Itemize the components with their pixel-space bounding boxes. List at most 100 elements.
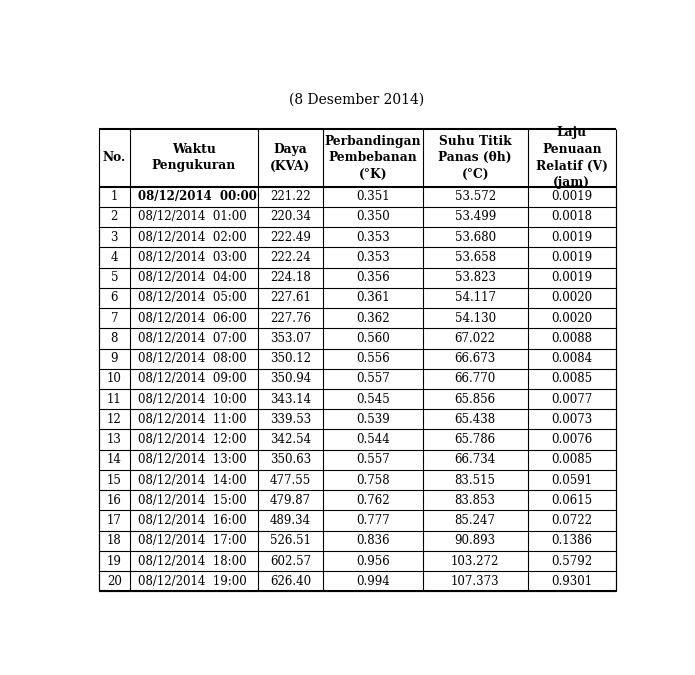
Text: 0.0077: 0.0077 <box>551 393 592 406</box>
Text: 221.22: 221.22 <box>270 190 311 203</box>
Text: 0.0020: 0.0020 <box>551 312 592 325</box>
Text: 0.1386: 0.1386 <box>551 535 592 547</box>
Text: 0.0019: 0.0019 <box>551 231 592 244</box>
Text: 0.9301: 0.9301 <box>551 575 592 588</box>
Text: 103.272: 103.272 <box>451 555 500 568</box>
Text: 526.51: 526.51 <box>270 535 311 547</box>
Text: 14: 14 <box>107 454 122 466</box>
Text: 20: 20 <box>107 575 122 588</box>
Text: No.: No. <box>103 151 126 164</box>
Text: Perbandingan
Pembebanan
(°K): Perbandingan Pembebanan (°K) <box>325 135 421 181</box>
Text: 0.0615: 0.0615 <box>551 494 592 507</box>
Text: 477.55: 477.55 <box>270 474 311 487</box>
Text: 08/12/2014  13:00: 08/12/2014 13:00 <box>138 454 247 466</box>
Text: 0.353: 0.353 <box>356 231 390 244</box>
Text: 0.0020: 0.0020 <box>551 292 592 304</box>
Text: 65.438: 65.438 <box>455 413 496 426</box>
Text: 0.356: 0.356 <box>356 271 390 284</box>
Text: 65.856: 65.856 <box>455 393 496 406</box>
Text: 0.0085: 0.0085 <box>551 454 592 466</box>
Text: 0.560: 0.560 <box>356 332 390 345</box>
Text: 67.022: 67.022 <box>455 332 496 345</box>
Text: 0.350: 0.350 <box>356 211 390 223</box>
Text: 3: 3 <box>111 231 118 244</box>
Text: 19: 19 <box>107 555 122 568</box>
Text: Laju
Penuaan
Relatif (V)
(jam): Laju Penuaan Relatif (V) (jam) <box>536 126 607 189</box>
Text: 0.362: 0.362 <box>356 312 390 325</box>
Text: 224.18: 224.18 <box>270 271 311 284</box>
Text: 0.556: 0.556 <box>356 352 390 365</box>
Text: 08/12/2014  18:00: 08/12/2014 18:00 <box>138 555 246 568</box>
Text: 343.14: 343.14 <box>270 393 311 406</box>
Text: 0.539: 0.539 <box>356 413 390 426</box>
Text: 350.12: 350.12 <box>270 352 311 365</box>
Text: 602.57: 602.57 <box>270 555 311 568</box>
Text: 15: 15 <box>107 474 122 487</box>
Text: 0.5792: 0.5792 <box>551 555 592 568</box>
Text: 1: 1 <box>111 190 118 203</box>
Text: (8 Desember 2014): (8 Desember 2014) <box>288 92 424 106</box>
Text: 0.361: 0.361 <box>356 292 390 304</box>
Text: 7: 7 <box>111 312 118 325</box>
Text: 53.572: 53.572 <box>455 190 496 203</box>
Text: 353.07: 353.07 <box>270 332 311 345</box>
Text: 11: 11 <box>107 393 122 406</box>
Text: 0.836: 0.836 <box>356 535 390 547</box>
Text: 53.499: 53.499 <box>455 211 496 223</box>
Text: 4: 4 <box>111 251 118 264</box>
Text: 0.0019: 0.0019 <box>551 190 592 203</box>
Text: 0.0084: 0.0084 <box>551 352 592 365</box>
Text: 5: 5 <box>111 271 118 284</box>
Text: 222.24: 222.24 <box>270 251 311 264</box>
Text: 350.94: 350.94 <box>270 373 311 385</box>
Text: Daya
(KVA): Daya (KVA) <box>270 143 311 173</box>
Text: 54.130: 54.130 <box>455 312 496 325</box>
Text: 479.87: 479.87 <box>270 494 311 507</box>
Text: 0.0591: 0.0591 <box>551 474 592 487</box>
Text: 0.557: 0.557 <box>356 454 390 466</box>
Text: 08/12/2014  05:00: 08/12/2014 05:00 <box>138 292 247 304</box>
Text: 0.0085: 0.0085 <box>551 373 592 385</box>
Text: 0.353: 0.353 <box>356 251 390 264</box>
Text: 53.823: 53.823 <box>455 271 496 284</box>
Text: 90.893: 90.893 <box>455 535 496 547</box>
Text: 339.53: 339.53 <box>270 413 311 426</box>
Text: 08/12/2014  08:00: 08/12/2014 08:00 <box>138 352 247 365</box>
Text: 220.34: 220.34 <box>270 211 311 223</box>
Text: 350.63: 350.63 <box>270 454 311 466</box>
Text: 107.373: 107.373 <box>451 575 500 588</box>
Text: 0.544: 0.544 <box>356 433 390 446</box>
Text: 08/12/2014  12:00: 08/12/2014 12:00 <box>138 433 246 446</box>
Text: 0.545: 0.545 <box>356 393 390 406</box>
Text: 10: 10 <box>107 373 122 385</box>
Text: 65.786: 65.786 <box>455 433 496 446</box>
Text: 08/12/2014  03:00: 08/12/2014 03:00 <box>138 251 247 264</box>
Text: 626.40: 626.40 <box>270 575 311 588</box>
Text: 08/12/2014  16:00: 08/12/2014 16:00 <box>138 514 247 527</box>
Text: 08/12/2014  00:00: 08/12/2014 00:00 <box>138 190 256 203</box>
Text: 222.49: 222.49 <box>270 231 311 244</box>
Text: 08/12/2014  04:00: 08/12/2014 04:00 <box>138 271 247 284</box>
Text: 0.0088: 0.0088 <box>551 332 592 345</box>
Text: 66.734: 66.734 <box>455 454 496 466</box>
Text: 0.351: 0.351 <box>356 190 390 203</box>
Text: 08/12/2014  11:00: 08/12/2014 11:00 <box>138 413 246 426</box>
Text: 8: 8 <box>111 332 118 345</box>
Text: 08/12/2014  17:00: 08/12/2014 17:00 <box>138 535 247 547</box>
Text: 66.673: 66.673 <box>455 352 496 365</box>
Text: 489.34: 489.34 <box>270 514 311 527</box>
Text: 66.770: 66.770 <box>455 373 496 385</box>
Text: Suhu Titik
Panas (θh)
(°C): Suhu Titik Panas (θh) (°C) <box>439 135 512 181</box>
Text: 13: 13 <box>107 433 122 446</box>
Text: 0.762: 0.762 <box>356 494 390 507</box>
Text: 0.777: 0.777 <box>356 514 390 527</box>
Text: 53.658: 53.658 <box>455 251 496 264</box>
Text: 08/12/2014  10:00: 08/12/2014 10:00 <box>138 393 247 406</box>
Text: 83.853: 83.853 <box>455 494 496 507</box>
Text: 2: 2 <box>111 211 118 223</box>
Text: 0.0076: 0.0076 <box>551 433 592 446</box>
Text: 227.61: 227.61 <box>270 292 311 304</box>
Text: 17: 17 <box>107 514 122 527</box>
Text: 227.76: 227.76 <box>270 312 311 325</box>
Text: 08/12/2014  19:00: 08/12/2014 19:00 <box>138 575 247 588</box>
